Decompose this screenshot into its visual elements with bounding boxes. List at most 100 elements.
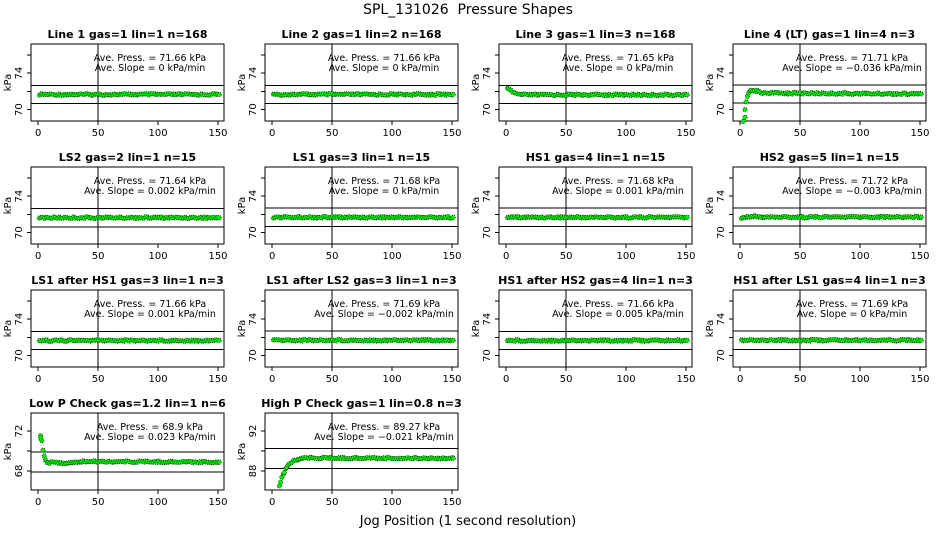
plot-frame (30, 166, 225, 245)
avg-pressure-label: Ave. Press. = 71.66 kPa (562, 299, 674, 310)
x-tick-label: 100 (383, 251, 402, 262)
x-axis: 0 50 100 150 (737, 244, 930, 262)
x-tick-label: 100 (851, 251, 870, 262)
y-tick-label: 70 (482, 226, 493, 239)
x-tick-label: 0 (35, 497, 41, 508)
x-tick-label: 150 (676, 251, 695, 262)
avg-pressure-label: Ave. Press. = 71.71 kPa (796, 53, 908, 64)
x-axis: 0 50 100 150 (737, 121, 930, 139)
x-tick-label: 100 (383, 497, 402, 508)
data-point (918, 214, 924, 220)
y-tick-label: 72 (14, 425, 25, 438)
avg-slope-label: Ave. Slope = −0.036 kPa/min (782, 63, 922, 74)
subplot-cell-14: High P Check gas=1 lin=0.8 n=3 88 92 kPa 0 50… (234, 391, 468, 514)
avg-pressure-label: Ave. Press. = 71.64 kPa (94, 176, 206, 187)
data-point (278, 479, 284, 485)
subplot-title: LS1 after HS1 gas=3 lin=1 n=3 (31, 274, 224, 287)
x-tick-label: 100 (383, 128, 402, 139)
data-point (216, 91, 222, 98)
avg-slope-label: Ave. Slope = −0.002 kPa/min (314, 309, 454, 320)
y-tick-label: 70 (14, 349, 25, 362)
x-tick-label: 50 (92, 251, 105, 262)
avg-pressure-label: Ave. Press. = 68.9 kPa (97, 422, 203, 433)
y-tick-label: 70 (482, 349, 493, 362)
y-tick-label: 74 (716, 313, 727, 326)
subplot-cell-10: LS1 after LS2 gas=3 lin=1 n=3 70 74 kPa 0 50 1… (234, 268, 468, 391)
data-point (918, 91, 924, 97)
data-point-series (738, 336, 924, 344)
y-tick-label: 74 (14, 313, 25, 326)
data-point-series (504, 213, 690, 221)
y-tick-label: 70 (716, 103, 727, 116)
y-axis-title: kPa (237, 197, 248, 215)
x-tick-label: 0 (35, 251, 41, 262)
data-point-series (740, 87, 924, 125)
y-tick-label: 68 (14, 465, 25, 478)
data-point (450, 91, 456, 98)
x-tick-label: 100 (383, 374, 402, 385)
data-point (450, 455, 456, 461)
x-tick-label: 0 (737, 128, 743, 139)
x-tick-label: 0 (269, 497, 275, 508)
data-point (450, 214, 456, 220)
data-point-series (504, 337, 690, 344)
subplot-title: Low P Check gas=1.2 lin=1 n=6 (29, 397, 226, 410)
avg-pressure-label: Ave. Press. = 71.72 kPa (796, 176, 908, 187)
y-tick-label: 70 (14, 103, 25, 116)
subplot-cell-1: Line 1 gas=1 lin=1 n=168 70 74 kPa 0 50 100 150… (0, 22, 234, 145)
data-point (450, 337, 456, 343)
avg-pressure-label: Ave. Press. = 71.66 kPa (328, 53, 440, 64)
y-tick-label: 70 (248, 349, 259, 362)
x-tick-label: 0 (35, 374, 41, 385)
x-axis: 0 50 100 150 (35, 367, 228, 385)
data-point (740, 118, 746, 125)
x-tick-label: 150 (442, 128, 461, 139)
plot-frame (732, 43, 927, 122)
x-tick-label: 150 (208, 497, 227, 508)
avg-slope-label: Ave. Slope = 0.001 kPa/min (84, 309, 216, 320)
avg-slope-label: Ave. Slope = 0 kPa/min (563, 63, 674, 74)
x-tick-label: 50 (326, 374, 339, 385)
data-point (684, 337, 690, 344)
x-tick-label: 100 (617, 374, 636, 385)
y-tick-label: 70 (482, 103, 493, 116)
y-tick-label: 88 (248, 465, 259, 478)
subplot-cell-11: HS1 after HS2 gas=4 lin=1 n=3 70 74 kPa 0 50 1… (468, 268, 702, 391)
x-axis: 0 50 100 150 (269, 121, 462, 139)
y-tick-label: 92 (248, 425, 259, 438)
avg-slope-label: Ave. Slope = 0.002 kPa/min (84, 186, 216, 197)
y-axis-title: kPa (237, 443, 248, 461)
y-tick-label: 74 (482, 313, 493, 326)
y-tick-label: 70 (14, 226, 25, 239)
x-tick-label: 150 (676, 374, 695, 385)
data-point-series (36, 214, 222, 222)
data-point-series (36, 337, 222, 344)
y-tick-label: 74 (482, 190, 493, 203)
x-tick-label: 100 (851, 128, 870, 139)
avg-pressure-label: Ave. Press. = 71.68 kPa (562, 176, 674, 187)
data-point (918, 337, 924, 343)
data-point-series (38, 433, 222, 467)
x-tick-label: 0 (269, 251, 275, 262)
y-axis-title: kPa (705, 74, 716, 92)
data-point-series (270, 91, 456, 98)
y-tick-label: 70 (716, 226, 727, 239)
data-point (742, 114, 748, 120)
avg-slope-label: Ave. Slope = 0 kPa/min (797, 309, 908, 320)
y-tick-label: 74 (14, 190, 25, 203)
x-tick-label: 50 (92, 374, 105, 385)
